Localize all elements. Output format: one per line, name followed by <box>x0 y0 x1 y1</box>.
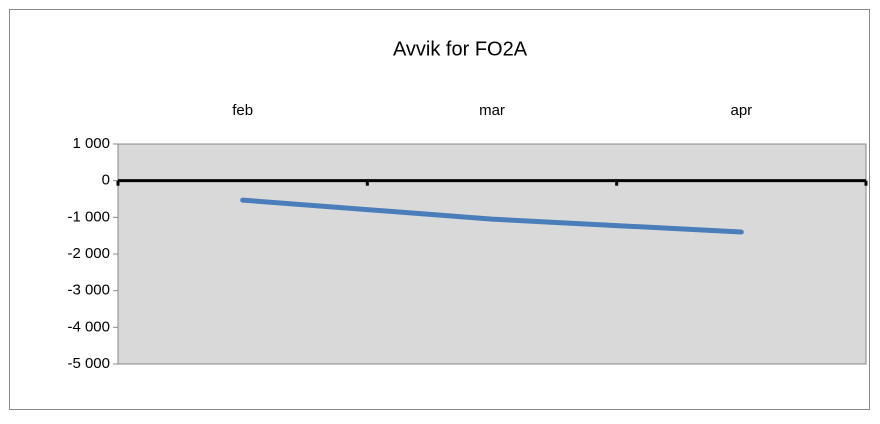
y-tick-label: 1 000 <box>72 135 110 152</box>
y-tick-label: -2 000 <box>67 245 110 262</box>
x-tick-label: feb <box>232 102 253 119</box>
chart-title: Avvik for FO2A <box>393 38 528 60</box>
y-tick-label: -5 000 <box>67 355 110 372</box>
x-tick-label: apr <box>730 102 752 119</box>
y-tick-label: -3 000 <box>67 282 110 299</box>
y-tick-label: 0 <box>102 172 110 189</box>
y-tick-label: -1 000 <box>67 208 110 225</box>
plot-area <box>117 143 867 365</box>
x-tick-label: mar <box>479 102 505 119</box>
y-tick-label: -4 000 <box>67 318 110 335</box>
data-line <box>240 197 744 235</box>
